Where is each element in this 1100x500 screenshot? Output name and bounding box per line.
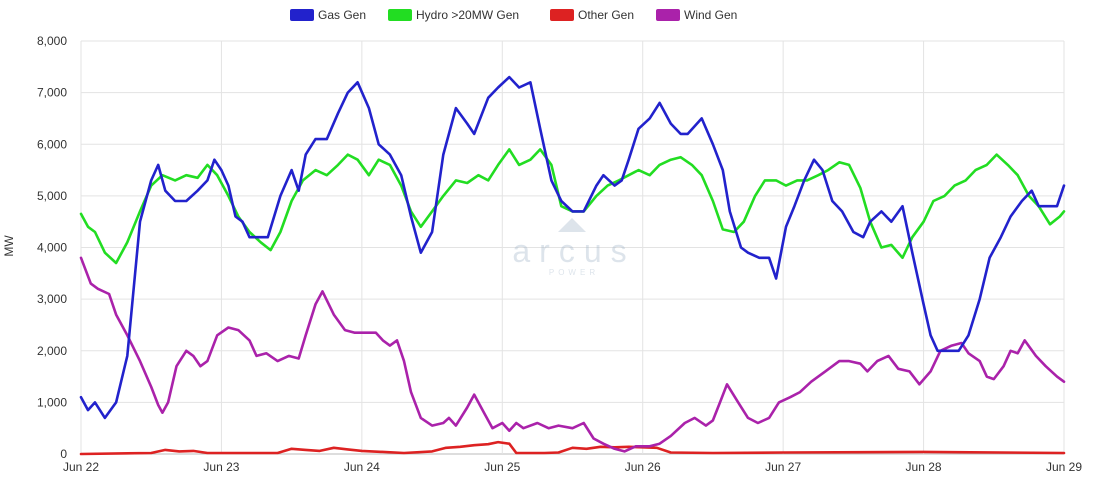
legend-label-gas-gen: Gas Gen — [318, 8, 366, 22]
y-tick-label: 5,000 — [37, 189, 67, 203]
legend-item-other-gen[interactable]: Other Gen — [550, 8, 634, 22]
legend-item-gas-gen[interactable]: Gas Gen — [290, 8, 366, 22]
legend-item-wind-gen[interactable]: Wind Gen — [656, 8, 737, 22]
series-line-other-gen — [79, 440, 1066, 456]
grid — [80, 40, 1065, 455]
y-axis-label: MW — [2, 235, 16, 257]
series-line-wind-gen — [79, 256, 1066, 453]
y-axis-ticks: 0 1,000 2,000 3,000 4,000 5,000 6,000 7,000 8,00… — [37, 34, 67, 461]
x-tick-label: Jun 25 — [484, 460, 520, 474]
x-tick-label: Jun 29 — [1046, 460, 1082, 474]
legend-swatch-hydro-gen — [388, 9, 412, 21]
arcus-logo-icon — [558, 218, 586, 232]
y-tick-label: 7,000 — [37, 86, 67, 100]
x-tick-label: Jun 22 — [63, 460, 99, 474]
watermark-tagline: POWER — [549, 268, 599, 277]
legend-label-other-gen: Other Gen — [578, 8, 634, 22]
legend-item-hydro-gen[interactable]: Hydro >20MW Gen — [388, 8, 519, 22]
y-tick-label: 1,000 — [37, 395, 67, 409]
legend-swatch-other-gen — [550, 9, 574, 21]
legend-label-wind-gen: Wind Gen — [684, 8, 737, 22]
x-tick-label: Jun 24 — [344, 460, 380, 474]
x-tick-label: Jun 23 — [203, 460, 239, 474]
x-tick-label: Jun 26 — [625, 460, 661, 474]
legend: Gas Gen Hydro >20MW Gen Other Gen Wind G… — [290, 8, 737, 22]
y-tick-label: 4,000 — [37, 241, 67, 255]
x-tick-label: Jun 27 — [765, 460, 801, 474]
series-lines — [79, 75, 1066, 456]
y-tick-label: 8,000 — [37, 34, 67, 48]
x-tick-label: Jun 28 — [906, 460, 942, 474]
legend-swatch-gas-gen — [290, 9, 314, 21]
legend-label-hydro-gen: Hydro >20MW Gen — [416, 8, 519, 22]
series-line-gas-gen — [79, 75, 1066, 420]
y-tick-label: 6,000 — [37, 137, 67, 151]
x-axis-ticks: Jun 22 Jun 23 Jun 24 Jun 25 Jun 26 Jun 27 Jun … — [63, 460, 1082, 474]
y-tick-label: 2,000 — [37, 344, 67, 358]
y-tick-label: 0 — [60, 447, 67, 461]
watermark-brand: arcus — [512, 233, 635, 269]
arcus-watermark: arcus POWER — [512, 218, 635, 277]
legend-swatch-wind-gen — [656, 9, 680, 21]
y-tick-label: 3,000 — [37, 292, 67, 306]
